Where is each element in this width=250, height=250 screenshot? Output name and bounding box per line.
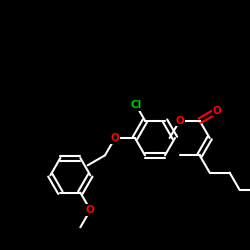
Text: Cl: Cl	[130, 100, 141, 110]
Text: O: O	[110, 133, 120, 143]
Text: O: O	[212, 106, 221, 116]
Text: O: O	[175, 116, 184, 126]
Text: O: O	[86, 205, 95, 215]
